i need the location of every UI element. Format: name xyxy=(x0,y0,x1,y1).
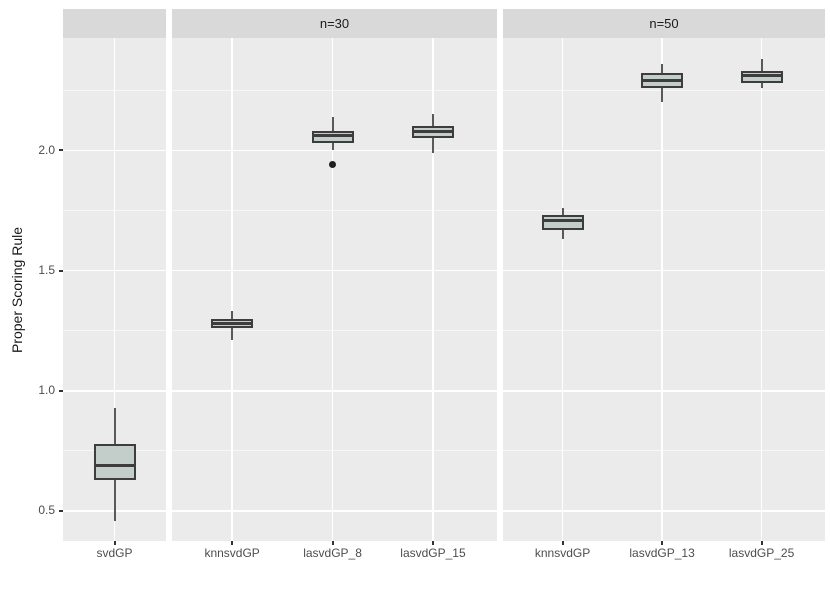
y-axis-title: Proper Scoring Rule xyxy=(9,226,25,354)
gridline-minor xyxy=(172,450,497,452)
gridline-minor xyxy=(172,89,497,91)
gridline-minor xyxy=(172,330,497,332)
x-tick-label: lasvdGP_8 xyxy=(303,546,362,560)
gridline-vertical xyxy=(561,38,564,541)
gridline-major xyxy=(503,390,825,392)
gridline-major xyxy=(172,510,497,512)
gridline-minor xyxy=(503,450,825,452)
y-tick-mark xyxy=(59,389,63,392)
gridline-major xyxy=(172,269,497,272)
x-tick-mark xyxy=(231,541,234,545)
boxplot-box xyxy=(541,215,584,230)
whisker-lower xyxy=(431,138,434,153)
whisker-lower xyxy=(561,229,564,240)
x-tick-mark xyxy=(760,541,763,545)
whisker-upper xyxy=(561,207,564,216)
y-tick-label: 2.0 xyxy=(38,142,55,157)
y-tick-mark xyxy=(59,149,63,152)
whisker-lower xyxy=(661,87,664,103)
gridline-vertical xyxy=(231,38,233,541)
gridline-major xyxy=(503,269,825,272)
y-tick-label: 1.0 xyxy=(38,383,55,398)
whisker-upper xyxy=(331,116,334,132)
whisker-lower xyxy=(760,82,763,88)
x-tick-mark xyxy=(113,541,116,545)
x-tick-mark xyxy=(561,541,564,545)
y-tick-label: 1.5 xyxy=(38,263,55,277)
gridline-minor xyxy=(503,209,825,211)
median-line xyxy=(211,321,254,325)
x-tick-label: knnsvdGP xyxy=(534,546,591,560)
gridline-minor xyxy=(172,209,497,211)
x-tick-mark xyxy=(661,541,664,545)
median-line xyxy=(541,218,584,222)
panel-plot-area xyxy=(503,38,825,541)
whisker-upper xyxy=(431,114,434,127)
facet-strip xyxy=(63,9,166,38)
x-tick-mark xyxy=(331,541,334,545)
median-line xyxy=(641,79,684,83)
x-tick-label: knnsvdGP xyxy=(204,546,260,560)
facet-strip: n=50 xyxy=(503,9,825,38)
y-tick-label: 0.5 xyxy=(38,503,55,518)
x-tick-label: lasvdGP_13 xyxy=(629,546,695,560)
x-tick-label: lasvdGP_15 xyxy=(400,546,466,560)
gridline-major xyxy=(172,149,497,151)
boxplot-box xyxy=(93,443,136,480)
whisker-upper xyxy=(760,58,763,71)
gridline-vertical xyxy=(661,38,663,541)
x-tick-mark xyxy=(431,541,434,545)
median-line xyxy=(740,74,783,78)
gridline-vertical xyxy=(331,38,334,541)
gridline-vertical xyxy=(760,38,763,541)
gridline-major xyxy=(172,390,497,392)
gridline-major xyxy=(503,149,825,151)
gridline-vertical xyxy=(432,38,434,541)
whisker-lower xyxy=(331,143,334,151)
outlier-point xyxy=(329,161,337,169)
median-line xyxy=(311,134,354,138)
x-tick-label: lasvdGP_25 xyxy=(728,546,795,560)
gridline-minor xyxy=(503,89,825,91)
whisker-lower xyxy=(113,479,116,521)
gridline-minor xyxy=(503,330,825,332)
median-line xyxy=(93,463,136,467)
y-tick-mark xyxy=(59,509,63,512)
y-tick-mark xyxy=(59,269,63,272)
whisker-upper xyxy=(661,63,664,74)
whisker-upper xyxy=(231,311,234,319)
whisker-upper xyxy=(113,407,116,444)
panel-plot-area xyxy=(172,38,497,541)
panel-plot-area xyxy=(63,38,166,541)
whisker-lower xyxy=(231,328,234,341)
facet-strip: n=30 xyxy=(172,9,497,38)
x-tick-label: svdGP xyxy=(96,546,133,560)
gridline-major xyxy=(503,510,825,512)
median-line xyxy=(411,129,454,133)
gridline-vertical xyxy=(113,38,116,541)
